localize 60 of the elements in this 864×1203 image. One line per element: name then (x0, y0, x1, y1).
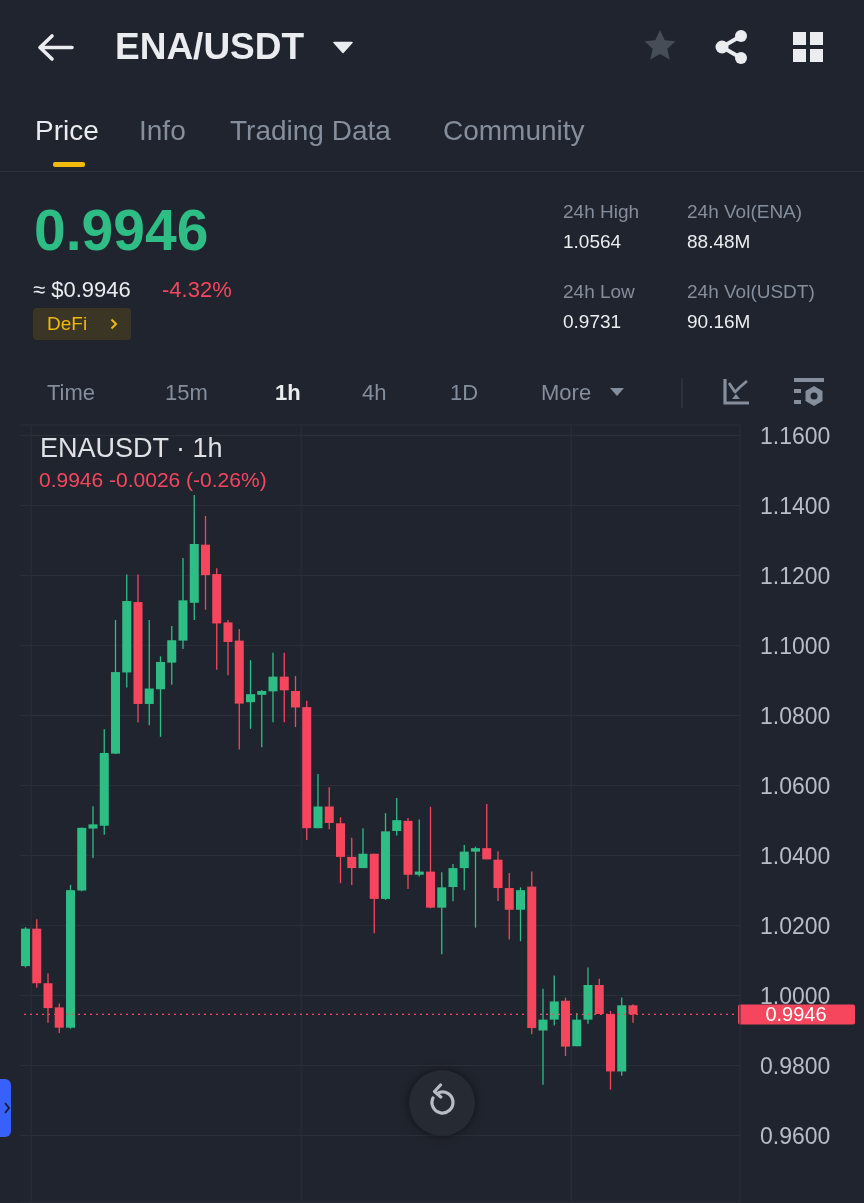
candlestick (279, 652, 289, 723)
candlestick (471, 846, 480, 929)
text: ENA/USDT (115, 24, 305, 69)
candlestick (538, 988, 548, 1086)
text: 0.9731 (563, 310, 622, 334)
text: Info (139, 114, 186, 148)
text: ≈ $0.9946 (33, 276, 131, 304)
text: Community (443, 114, 585, 148)
candlestick (246, 659, 255, 730)
text: 4h (362, 379, 387, 407)
candlestick (324, 786, 334, 830)
text: Price (35, 114, 99, 148)
candlestick (549, 974, 559, 1027)
candlestick (291, 675, 300, 728)
candlestick (347, 837, 357, 886)
text: 24h Low (563, 280, 635, 304)
text: More (541, 379, 592, 407)
y-tick-label: 0.9600 (760, 1122, 831, 1149)
candlestick (414, 818, 424, 878)
candlestick (459, 844, 469, 891)
y-tick-label: 1.1000 (760, 632, 831, 659)
candlestick (268, 652, 278, 723)
y-tick-label: 1.1600 (760, 422, 831, 449)
y-tick-label: 1.0600 (760, 772, 831, 799)
y-tick-label: 1.0400 (760, 842, 831, 869)
text: 90.16M (687, 310, 751, 334)
candlestick (358, 827, 368, 869)
candlestick (437, 871, 447, 955)
text: DeFi (47, 312, 88, 336)
candlestick (88, 805, 98, 859)
y-tick-label: 0.9800 (760, 1052, 831, 1079)
candlestick (223, 619, 233, 676)
candlestick (448, 863, 458, 902)
y-tick-label: 1.0800 (760, 702, 831, 729)
candlestick (144, 619, 154, 726)
text: 88.48M (687, 230, 751, 254)
y-tick-label: 1.0200 (760, 912, 831, 939)
text: 0.9946 (34, 196, 209, 264)
candlestick (313, 773, 323, 829)
y-tick-label: 1.1200 (760, 562, 831, 589)
text: 1.0564 (563, 230, 622, 254)
text: -4.32% (162, 276, 232, 304)
text: 0.9946 -0.0026 (-0.26%) (39, 468, 267, 492)
candlestick (504, 872, 514, 941)
text: Time (47, 379, 96, 407)
text: 1h (275, 379, 301, 407)
candlestick (167, 625, 177, 686)
candlestick (482, 803, 492, 860)
text: 24h Vol(ENA) (687, 200, 803, 224)
text: 24h Vol(USDT) (687, 280, 815, 304)
candlestick (257, 689, 267, 748)
ref-line-label: 0.9946 (765, 1003, 827, 1026)
text: 24h High (563, 200, 640, 224)
y-tick-label: 1.1400 (760, 492, 831, 519)
candlestick (392, 797, 402, 837)
chart-title: ENAUSDT · 1h (40, 432, 223, 464)
candlestick (516, 886, 525, 942)
text: Trading Data (230, 114, 391, 148)
text: 15m (165, 379, 208, 407)
text: 1D (450, 379, 479, 407)
